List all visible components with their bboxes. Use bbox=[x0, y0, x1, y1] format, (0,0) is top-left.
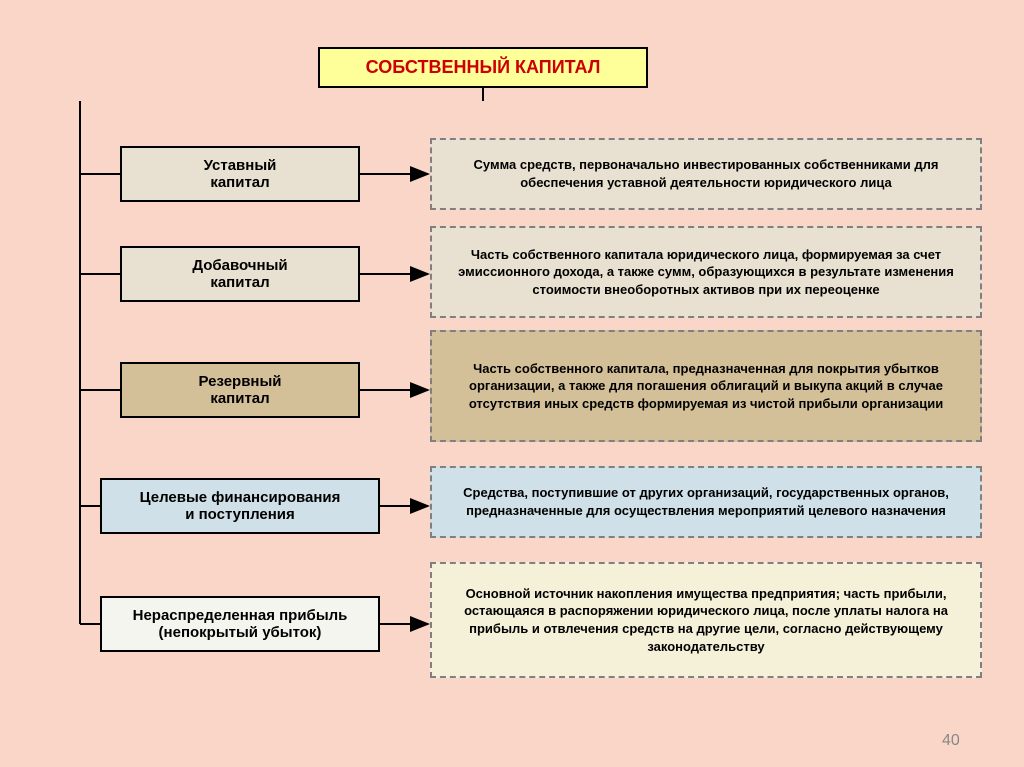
definition-box-1: Часть собственного капитала юридического… bbox=[430, 226, 982, 318]
category-box-0: Уставный капитал bbox=[120, 146, 360, 202]
page-number: 40 bbox=[942, 732, 960, 750]
category-box-3: Целевые финансирования и поступления bbox=[100, 478, 380, 534]
category-box-2: Резервный капитал bbox=[120, 362, 360, 418]
category-label: Целевые финансирования и поступления bbox=[140, 489, 341, 523]
definition-text: Часть собственного капитала, предназначе… bbox=[446, 360, 966, 413]
definition-text: Часть собственного капитала юридического… bbox=[446, 246, 966, 299]
category-label: Уставный капитал bbox=[204, 157, 277, 191]
page-number-text: 40 bbox=[942, 732, 960, 749]
definition-text: Основной источник накопления имущества п… bbox=[446, 585, 966, 655]
title-text: СОБСТВЕННЫЙ КАПИТАЛ bbox=[366, 57, 601, 77]
definition-text: Средства, поступившие от других организа… bbox=[446, 484, 966, 519]
definition-box-3: Средства, поступившие от других организа… bbox=[430, 466, 982, 538]
category-label: Резервный капитал bbox=[198, 373, 281, 407]
category-box-1: Добавочный капитал bbox=[120, 246, 360, 302]
definition-box-4: Основной источник накопления имущества п… bbox=[430, 562, 982, 678]
category-label: Добавочный капитал bbox=[192, 257, 287, 291]
definition-box-2: Часть собственного капитала, предназначе… bbox=[430, 330, 982, 442]
definition-text: Сумма средств, первоначально инвестирова… bbox=[446, 156, 966, 191]
definition-box-0: Сумма средств, первоначально инвестирова… bbox=[430, 138, 982, 210]
category-box-4: Нераспределенная прибыль (непокрытый убы… bbox=[100, 596, 380, 652]
category-label: Нераспределенная прибыль (непокрытый убы… bbox=[133, 607, 348, 641]
diagram-title: СОБСТВЕННЫЙ КАПИТАЛ bbox=[318, 47, 648, 88]
